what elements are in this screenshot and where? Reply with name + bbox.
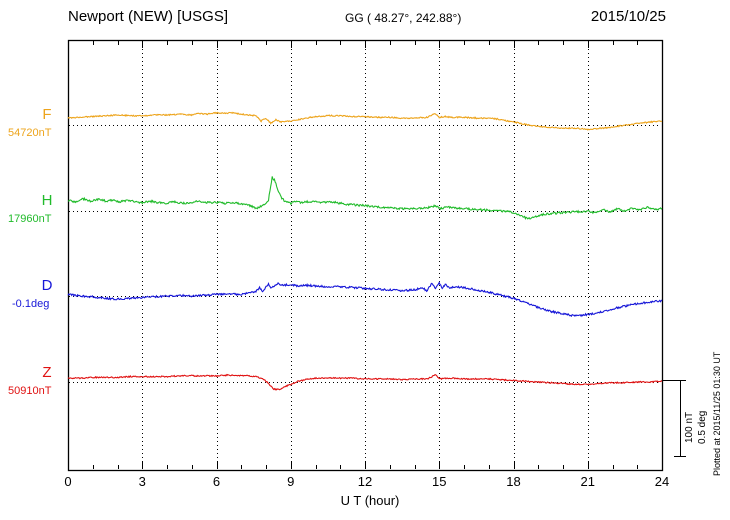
scale-label-deg: 0.5 deg bbox=[697, 410, 708, 444]
series-label-H: H bbox=[41, 192, 53, 209]
x-tick-label: 3 bbox=[138, 474, 146, 489]
plotted-at-stamp: Plotted at 2015/11/25 01:30 UT bbox=[712, 351, 722, 476]
plot-border bbox=[67, 39, 664, 472]
trace-D bbox=[67, 281, 663, 318]
x-axis-title: U T (hour) bbox=[340, 493, 400, 508]
trace-H bbox=[67, 176, 663, 220]
scale-label-nt: 100 nT bbox=[684, 411, 695, 443]
series-label-D: D bbox=[41, 277, 53, 294]
series-baseline-F: 54720nT bbox=[8, 127, 52, 139]
x-tick-label: 12 bbox=[357, 474, 373, 489]
series-baseline-Z: 50910nT bbox=[8, 385, 52, 397]
x-tick-label: 18 bbox=[506, 474, 521, 489]
x-tick-label: 24 bbox=[654, 474, 670, 489]
geographic-coords: GG ( 48.27°, 242.88°) bbox=[345, 11, 462, 25]
station-title: Newport (NEW) [USGS] bbox=[68, 8, 229, 25]
x-tick-label: 0 bbox=[64, 474, 72, 489]
series-baseline-D: -0.1deg bbox=[12, 298, 50, 310]
x-tick-label: 6 bbox=[212, 474, 221, 489]
x-tick-label: 21 bbox=[580, 474, 595, 489]
series-label-F: F bbox=[42, 106, 52, 123]
date-label: 2015/10/25 bbox=[590, 8, 666, 25]
x-tick-label: 15 bbox=[432, 474, 447, 489]
series-label-Z: Z bbox=[42, 364, 52, 381]
series-baseline-H: 17960nT bbox=[8, 213, 52, 225]
trace-Z bbox=[67, 373, 663, 391]
trace-F bbox=[67, 111, 663, 131]
x-tick-label: 9 bbox=[287, 474, 295, 489]
